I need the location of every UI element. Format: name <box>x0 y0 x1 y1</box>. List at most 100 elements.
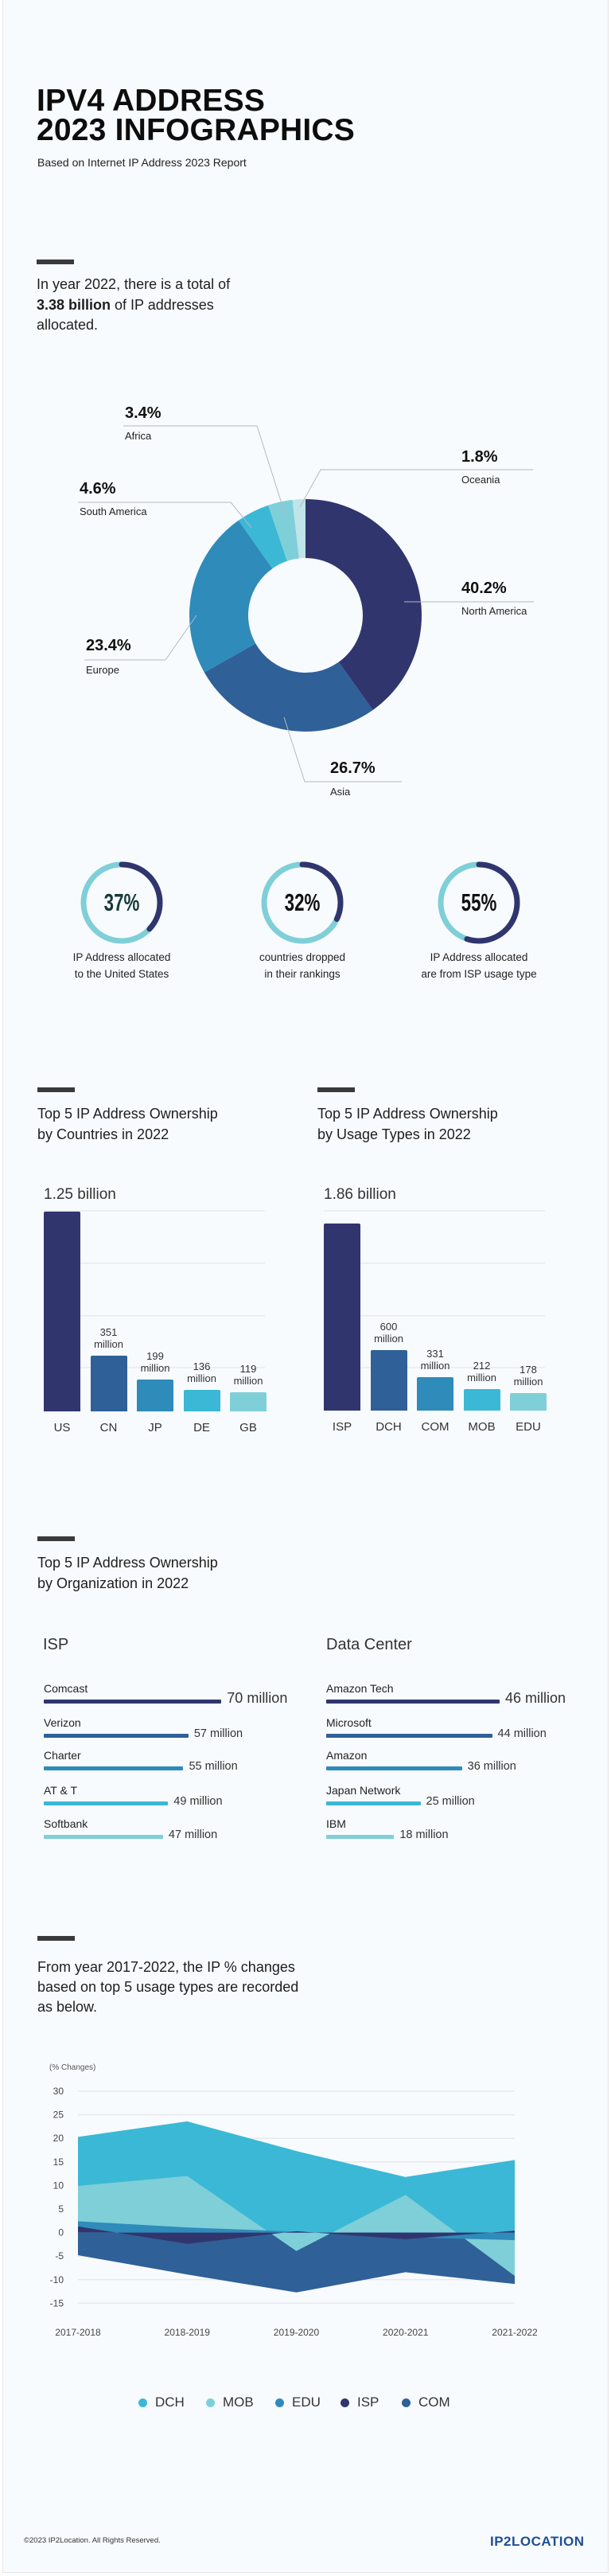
gridline <box>44 1263 265 1264</box>
usage-title-line-1: Top 5 IP Address Ownership <box>317 1106 498 1122</box>
gridline <box>44 1367 265 1368</box>
stat-value: 55% <box>461 888 497 916</box>
page-subtitle: Based on Internet IP Address 2023 Report <box>37 156 247 169</box>
y-tick-label: 30 <box>53 2086 64 2097</box>
ring-fill <box>438 861 520 944</box>
intro-text: In year 2022, there is a total of 3.38 b… <box>37 275 230 336</box>
page-title: IPV4 ADDRESS 2023 INFOGRAPHICS <box>37 84 356 147</box>
x-tick-label: DE <box>193 1421 210 1434</box>
org-value-label: 44 million <box>497 1727 547 1740</box>
y-tick-label: 15 <box>53 2156 64 2168</box>
donut-slice-north-america <box>306 499 422 710</box>
leader-line-europe <box>84 615 197 661</box>
x-tick-label: CN <box>99 1421 118 1434</box>
ip2location-logo: IP2LOCATION <box>490 2534 585 2549</box>
donut-label-value-north-america: 40.2% <box>461 580 507 597</box>
bar-com <box>417 1377 453 1411</box>
org-name-japan-network: Japan Network <box>326 1784 401 1797</box>
area-series-com <box>78 2232 515 2293</box>
x-tick-label: 2021-2022 <box>492 2327 538 2338</box>
stat-ring: 37% <box>78 859 165 946</box>
donut-label-value-oceania: 1.8% <box>461 448 498 466</box>
trend-line-2: based on top 5 usage types are recorded <box>37 1979 299 1995</box>
legend-item-dch: DCH <box>138 2395 185 2410</box>
org-value-label: 25 million <box>426 1795 475 1808</box>
org-bar-softbank <box>44 1835 163 1839</box>
donut-label-name-africa: Africa <box>125 430 152 442</box>
x-tick-label: GB <box>239 1421 257 1434</box>
x-tick-label: ISP <box>332 1420 352 1434</box>
org-name-charter: Charter <box>44 1749 81 1762</box>
donut-label-name-oceania: Oceania <box>461 474 500 486</box>
bar-isp <box>324 1224 360 1411</box>
gridline <box>324 1263 545 1264</box>
section-divider <box>37 1087 75 1092</box>
trend-line-1: From year 2017-2022, the IP % changes <box>37 1959 295 1975</box>
org-value-label: 55 million <box>189 1760 238 1773</box>
y-tick-label: 25 <box>53 2110 64 2121</box>
bar-value-label: 331 million <box>420 1348 450 1372</box>
legend-dot-icon <box>138 2398 147 2407</box>
section-divider <box>37 1536 75 1541</box>
legend-dot-icon <box>402 2398 411 2407</box>
donut-label-name-north-america: North America <box>461 605 527 617</box>
stat-label-line-1: countries dropped <box>259 951 346 963</box>
bar-value-label: 351 million <box>94 1325 123 1350</box>
org-bar-comcast <box>44 1700 222 1704</box>
org-bar-amazon <box>326 1766 462 1770</box>
x-tick-label: 2018-2019 <box>165 2327 211 2338</box>
org-isp-heading: ISP <box>43 1636 69 1653</box>
stat-label: countries dropped in their rankings <box>223 949 382 982</box>
usage-change-area-chart: (% Changes) 30 25 20 15 10 5 0 -5 -10 -15 2017-201… <box>49 2063 538 2338</box>
stat-label: IP Address allocated to the United States <box>42 949 201 982</box>
title-line-2: 2023 INFOGRAPHICS <box>37 113 356 147</box>
legend-label: DCH <box>155 2395 185 2410</box>
donut-label-name-asia: Asia <box>330 786 351 798</box>
bar-gb <box>230 1392 267 1411</box>
donut-label-name-south-america: South America <box>80 505 147 517</box>
title-line-1: IPV4 ADDRESS <box>37 84 266 118</box>
progress-ring <box>438 861 520 944</box>
org-value-label: 18 million <box>399 1829 449 1841</box>
org-name-amazon: Amazon <box>326 1749 368 1762</box>
legend-label: MOB <box>223 2395 254 2410</box>
org-bar-japan-network <box>326 1801 421 1805</box>
donut-label-value-africa: 3.4% <box>125 404 162 422</box>
legend-dot-icon <box>206 2398 215 2407</box>
stat-label-line-2: in their rankings <box>264 968 341 980</box>
usage-title-line-2: by Usage Types in 2022 <box>317 1126 471 1142</box>
org-value-label: 49 million <box>173 1795 223 1808</box>
stat-label: IP Address allocated are from ISP usage t… <box>399 949 558 982</box>
progress-ring <box>261 861 344 944</box>
y-tick-label: 5 <box>58 2203 64 2215</box>
bar-edu <box>510 1392 547 1411</box>
donut-label-value-europe: 23.4% <box>86 637 131 654</box>
gridline <box>324 1210 545 1212</box>
x-tick-label: MOB <box>468 1420 496 1434</box>
intro-highlight: 3.38 billion <box>37 296 111 313</box>
legend-item-com: COM <box>402 2395 450 2410</box>
org-value-label: 46 million <box>505 1690 566 1706</box>
area-series-isp <box>78 2226 515 2244</box>
y-tick-label: 20 <box>53 2133 64 2144</box>
org-bar-ibm <box>326 1835 395 1839</box>
leader-line-asia <box>283 716 402 783</box>
org-name-microsoft: Microsoft <box>326 1716 372 1729</box>
legend-label: ISP <box>357 2395 379 2410</box>
legend-dot-icon <box>275 2398 284 2407</box>
y-tick-label: -10 <box>50 2274 64 2285</box>
org-value-label: 36 million <box>467 1760 516 1773</box>
intro-line-2-rest: of IP addresses <box>111 296 214 313</box>
countries-chart-title: Top 5 IP Address Ownership by Countries … <box>37 1103 218 1145</box>
x-tick-label: COM <box>421 1420 449 1434</box>
stat-ring: 32% <box>259 859 346 946</box>
donut-slice-oceania <box>292 499 306 559</box>
org-bar-at-t <box>44 1801 169 1805</box>
y-tick-label: 10 <box>53 2180 64 2191</box>
org-value-label: 47 million <box>168 1829 218 1841</box>
x-tick-label: EDU <box>516 1420 541 1434</box>
leader-line-africa <box>123 425 286 514</box>
legend-item-isp: ISP <box>341 2395 379 2410</box>
stat-value: 32% <box>284 888 321 916</box>
bar-value-label: 1.25 billion <box>44 1186 116 1203</box>
